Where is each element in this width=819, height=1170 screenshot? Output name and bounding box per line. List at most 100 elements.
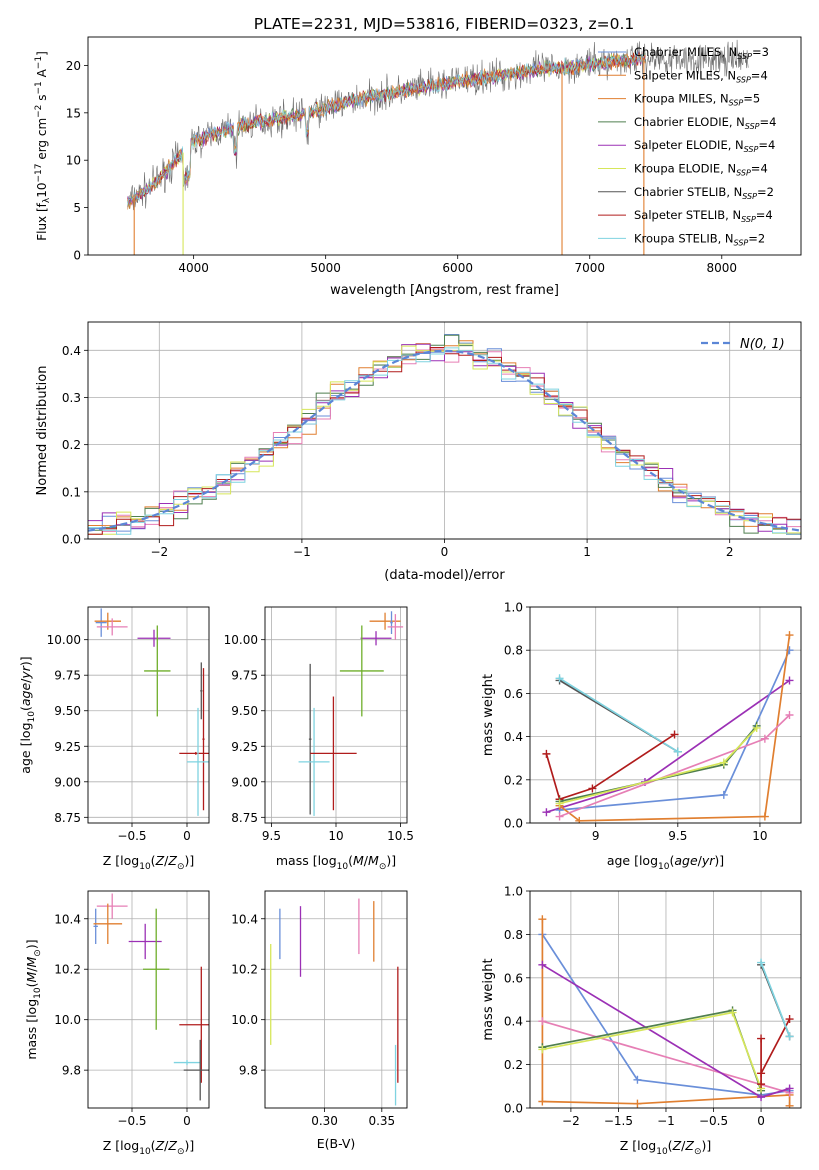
data-point bbox=[339, 625, 384, 717]
plus-marker bbox=[760, 734, 769, 743]
y-tick-label: 9.75 bbox=[54, 669, 81, 683]
y-axis-label: mass weight bbox=[481, 674, 496, 756]
normal-curve bbox=[88, 349, 801, 532]
y-tick-label: 0.0 bbox=[504, 817, 523, 831]
legend-entry: Kroupa MILES, NSSP=5 bbox=[634, 92, 760, 108]
panel-age_vs_mass: 9.5 10 10.5 8.75 9.00 9.25 9.50 9.75 10.00 mass [… bbox=[224, 606, 414, 872]
x-axis-label: Z [log10(Z/Z⊙)] bbox=[620, 1138, 712, 1157]
data-point bbox=[144, 625, 171, 717]
plus-marker bbox=[538, 1017, 547, 1026]
plus-marker bbox=[785, 1084, 794, 1093]
x-tick-label: −0.5 bbox=[699, 1114, 728, 1128]
weight-line bbox=[760, 962, 791, 1037]
data-point bbox=[95, 608, 107, 637]
data-point bbox=[137, 629, 171, 647]
y-tick-label: 9.25 bbox=[231, 740, 258, 754]
panel-mass_vs_EBV: 0.30 0.35 9.8 10.0 10.2 10.4 E(B-V) bbox=[231, 890, 408, 1151]
axes-frame bbox=[87, 321, 802, 540]
weight-line bbox=[542, 1009, 762, 1091]
x-tick-label: 5000 bbox=[310, 261, 341, 275]
plus-marker bbox=[719, 790, 728, 799]
y-tick-label: 9.00 bbox=[54, 775, 81, 789]
data-point bbox=[187, 707, 209, 816]
plus-marker bbox=[633, 1099, 642, 1108]
y-tick-label: 20 bbox=[66, 59, 81, 73]
y-tick-label: 9.8 bbox=[239, 1064, 258, 1078]
x-axis-label: mass [log10(M/M⊙)] bbox=[276, 853, 396, 872]
legend: Chabrier MILES, NSSP=3 Salpeter MILES, NS… bbox=[598, 45, 776, 247]
legend-entry: Salpeter STELIB, NSSP=4 bbox=[634, 208, 773, 224]
panel-age_vs_Z: −0.5 0 8.75 9.00 9.25 9.50 9.75 10.00 Z [log10(Z… bbox=[18, 606, 210, 872]
x-tick-label: −0.5 bbox=[117, 829, 146, 843]
x-tick-label: 1 bbox=[583, 545, 591, 559]
x-axis-label: Z [log10(Z/Z⊙)] bbox=[103, 853, 195, 872]
plus-marker bbox=[538, 960, 547, 969]
x-tick-label: 10 bbox=[328, 829, 343, 843]
y-tick-label: 10.00 bbox=[47, 633, 81, 647]
y-tick-label: 10 bbox=[66, 154, 81, 168]
plus-marker bbox=[785, 676, 794, 685]
x-tick-label: 0 bbox=[183, 829, 191, 843]
y-tick-label: 10.0 bbox=[54, 1013, 81, 1027]
axes-frame bbox=[529, 890, 802, 1109]
x-axis-label: E(B-V) bbox=[317, 1136, 356, 1151]
data-point bbox=[360, 631, 392, 646]
plot-area bbox=[542, 631, 794, 823]
plus-marker bbox=[670, 730, 679, 739]
data-point bbox=[183, 1039, 209, 1101]
data-point bbox=[390, 611, 393, 634]
y-tick-label: 9.75 bbox=[231, 669, 258, 683]
spectrum-line bbox=[127, 51, 646, 203]
data-point bbox=[93, 908, 98, 944]
plus-marker bbox=[728, 1008, 737, 1017]
y-tick-label: 9.8 bbox=[62, 1064, 81, 1078]
plus-marker bbox=[538, 1097, 547, 1106]
plus-marker bbox=[555, 674, 564, 683]
data-point bbox=[202, 668, 205, 811]
x-tick-label: 7000 bbox=[574, 261, 605, 275]
x-tick-label: 10 bbox=[752, 829, 767, 843]
plus-marker bbox=[757, 1069, 766, 1078]
legend-entry: Salpeter ELODIE, NSSP=4 bbox=[634, 138, 775, 154]
plus-marker bbox=[542, 749, 551, 758]
data-point bbox=[143, 908, 170, 1030]
panel-mass_vs_Z: −0.5 0 9.8 10.0 10.2 10.4 Z [log10(Z/Z⊙)] mass … bbox=[24, 890, 210, 1157]
plot-area bbox=[88, 334, 801, 535]
legend-entry: Kroupa ELODIE, NSSP=4 bbox=[634, 162, 768, 178]
plus-marker bbox=[555, 812, 564, 821]
plus-marker bbox=[785, 711, 794, 719]
x-tick-label: −2 bbox=[562, 1114, 580, 1128]
axes-frame bbox=[87, 606, 210, 824]
y-tick-label: 0.8 bbox=[504, 928, 523, 942]
legend-entry: Chabrier ELODIE, NSSP=4 bbox=[634, 115, 776, 131]
plus-marker bbox=[785, 1101, 794, 1108]
x-tick-label: 0.30 bbox=[311, 1114, 338, 1128]
plus-marker bbox=[588, 784, 597, 793]
plus-marker bbox=[719, 758, 728, 767]
plus-marker bbox=[752, 723, 761, 732]
y-tick-label: 0.6 bbox=[504, 687, 523, 701]
spectrum-line bbox=[127, 53, 646, 209]
spectrum-line bbox=[127, 51, 646, 209]
plus-marker bbox=[538, 915, 547, 924]
y-axis-label: mass weight bbox=[481, 958, 496, 1040]
legend-entry: Chabrier STELIB, NSSP=2 bbox=[634, 185, 774, 201]
y-tick-label: 9.50 bbox=[231, 704, 258, 718]
y-axis-label: mass [log10(M/M⊙)] bbox=[24, 939, 43, 1059]
x-axis-label: age [log10(age/yr)] bbox=[607, 853, 724, 872]
y-tick-label: 0.4 bbox=[504, 1015, 523, 1029]
y-tick-label: 0.4 bbox=[62, 344, 81, 358]
weight-line bbox=[542, 1020, 790, 1094]
y-axis-label: Flux [fλ10−17 erg cm−2 s−1 A−1] bbox=[34, 51, 52, 241]
x-axis-label: wavelength [Angstrom, rest frame] bbox=[330, 283, 559, 298]
y-tick-label: 9.50 bbox=[54, 704, 81, 718]
x-tick-label: 9.5 bbox=[668, 829, 687, 843]
y-tick-label: 0.2 bbox=[504, 773, 523, 787]
legend-entry: Kroupa STELIB, NSSP=2 bbox=[634, 231, 765, 247]
plot-area bbox=[127, 39, 749, 255]
spectrum-line bbox=[127, 51, 646, 205]
plot-area bbox=[270, 898, 399, 1106]
spectrum-line bbox=[127, 53, 646, 204]
y-tick-label: 0.1 bbox=[62, 485, 81, 499]
